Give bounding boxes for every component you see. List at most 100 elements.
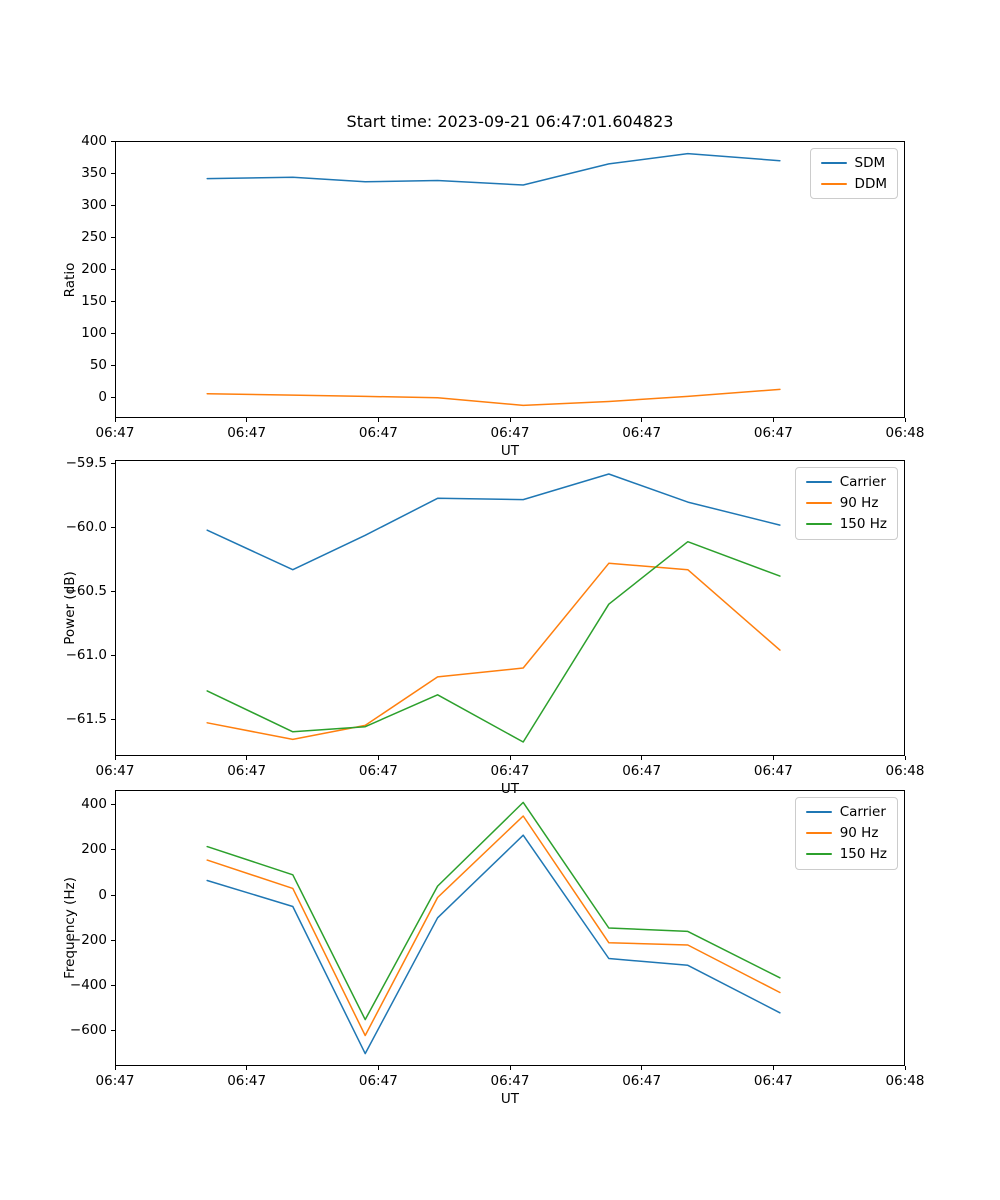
- y-tick-label: 300: [81, 197, 107, 213]
- x-tick-mark: [114, 756, 116, 760]
- x-tick-label: 06:47: [95, 425, 135, 441]
- x-tick-mark: [509, 418, 511, 422]
- x-tick-label: 06:47: [753, 425, 793, 441]
- x-tick-label: 06:47: [227, 1073, 267, 1089]
- legend-line-sample: [805, 832, 832, 835]
- x-tick-label: 06:47: [227, 425, 267, 441]
- series-line-ddm: [206, 388, 781, 407]
- legend-label: Carrier: [839, 804, 886, 820]
- x-tick-mark: [509, 756, 511, 760]
- x-axis-label-ut-3: UT: [500, 1091, 520, 1107]
- y-tick-mark: [111, 590, 115, 592]
- x-tick-label: 06:47: [95, 763, 135, 779]
- y-tick-label: −59.5: [65, 455, 107, 472]
- x-tick-mark: [377, 1066, 379, 1070]
- x-tick-label: 06:47: [227, 763, 267, 779]
- axes-frame: [115, 460, 905, 756]
- y-tick-mark: [111, 365, 115, 367]
- axes-frame: [115, 141, 905, 418]
- legend-line-sample: [820, 183, 847, 186]
- x-tick-mark: [377, 418, 379, 422]
- chart-title: Start time: 2023-09-21 06:47:01.604823: [346, 112, 674, 131]
- x-tick-mark: [114, 1066, 116, 1070]
- y-tick-label: 200: [81, 841, 107, 858]
- x-tick-label: 06:47: [622, 763, 662, 779]
- legend-item: 150 Hz: [805, 516, 887, 533]
- x-tick-label: 06:48: [885, 763, 925, 779]
- y-tick-mark: [111, 333, 115, 335]
- x-axis-label-ut-2: UT: [500, 781, 520, 797]
- legend-item: SDM: [820, 155, 887, 171]
- y-tick-mark: [111, 718, 115, 720]
- y-tick-label: 200: [81, 261, 107, 278]
- y-tick-label: 250: [81, 229, 107, 246]
- y-tick-mark: [111, 1030, 115, 1032]
- legend-item: Carrier: [805, 474, 887, 490]
- x-tick-mark: [246, 1066, 248, 1070]
- x-tick-mark: [772, 756, 774, 760]
- series-line-90-hz: [206, 562, 781, 741]
- x-tick-label: 06:47: [622, 425, 662, 441]
- x-tick-label: 06:47: [490, 763, 530, 779]
- x-tick-mark: [246, 418, 248, 422]
- legend-label: SDM: [854, 155, 886, 171]
- y-tick-mark: [111, 237, 115, 239]
- y-tick-mark: [111, 939, 115, 941]
- series-line-carrier: [206, 834, 781, 1055]
- x-tick-label: 06:47: [490, 1073, 530, 1089]
- legend-line-sample: [820, 162, 847, 165]
- y-tick-label: 0: [98, 389, 107, 406]
- legend-line-sample: [805, 853, 832, 856]
- y-tick-label: −61.5: [65, 710, 107, 727]
- x-tick-label: 06:47: [490, 425, 530, 441]
- y-tick-label: −61.0: [65, 646, 107, 663]
- x-tick-mark: [641, 418, 643, 422]
- legend-label: 90 Hz: [839, 825, 879, 842]
- y-tick-label: 400: [81, 132, 107, 149]
- legend-line-sample: [805, 481, 832, 484]
- legend-label: Carrier: [839, 474, 886, 490]
- x-tick-mark: [641, 756, 643, 760]
- legend-item: Carrier: [805, 804, 887, 820]
- legend-label: 90 Hz: [839, 495, 879, 512]
- x-tick-label: 06:47: [753, 763, 793, 779]
- x-tick-label: 06:48: [885, 425, 925, 441]
- plot-area: [115, 460, 905, 756]
- x-tick-label: 06:48: [885, 1073, 925, 1089]
- x-axis-label-ut-1: UT: [500, 443, 520, 459]
- legend-line-sample: [805, 502, 832, 505]
- legend-item: 90 Hz: [805, 825, 887, 842]
- series-line-150-hz: [206, 801, 781, 1021]
- y-tick-mark: [111, 894, 115, 896]
- legend-label: 150 Hz: [839, 846, 887, 863]
- legend-item: 150 Hz: [805, 846, 887, 863]
- series-line-150-hz: [206, 540, 781, 743]
- x-tick-mark: [641, 1066, 643, 1070]
- x-tick-label: 06:47: [753, 1073, 793, 1089]
- y-tick-mark: [111, 527, 115, 529]
- y-tick-mark: [111, 804, 115, 806]
- y-tick-mark: [111, 654, 115, 656]
- y-tick-label: 100: [81, 325, 107, 342]
- x-tick-mark: [509, 1066, 511, 1070]
- plot-area: [115, 790, 905, 1066]
- x-tick-mark: [772, 1066, 774, 1070]
- y-tick-label: −200: [69, 931, 107, 948]
- legend-line-sample: [805, 811, 832, 814]
- x-tick-mark: [377, 756, 379, 760]
- y-tick-label: 350: [81, 164, 107, 181]
- y-tick-label: −400: [69, 977, 107, 994]
- y-tick-mark: [111, 849, 115, 851]
- frequency-chart-panel: Frequency (Hz) UT 06:47 06:47 06:47 06:47 06…: [62, 790, 924, 1107]
- series-line-carrier: [206, 473, 781, 571]
- axes-frame: [115, 790, 905, 1066]
- y-tick-label: 50: [89, 357, 107, 374]
- y-tick-label: −600: [69, 1022, 107, 1039]
- x-tick-label: 06:47: [358, 425, 398, 441]
- legend-line-sample: [805, 523, 832, 526]
- x-tick-label: 06:47: [358, 763, 398, 779]
- y-tick-mark: [111, 269, 115, 271]
- series-line-90-hz: [206, 815, 781, 1037]
- legend-label: 150 Hz: [839, 516, 887, 533]
